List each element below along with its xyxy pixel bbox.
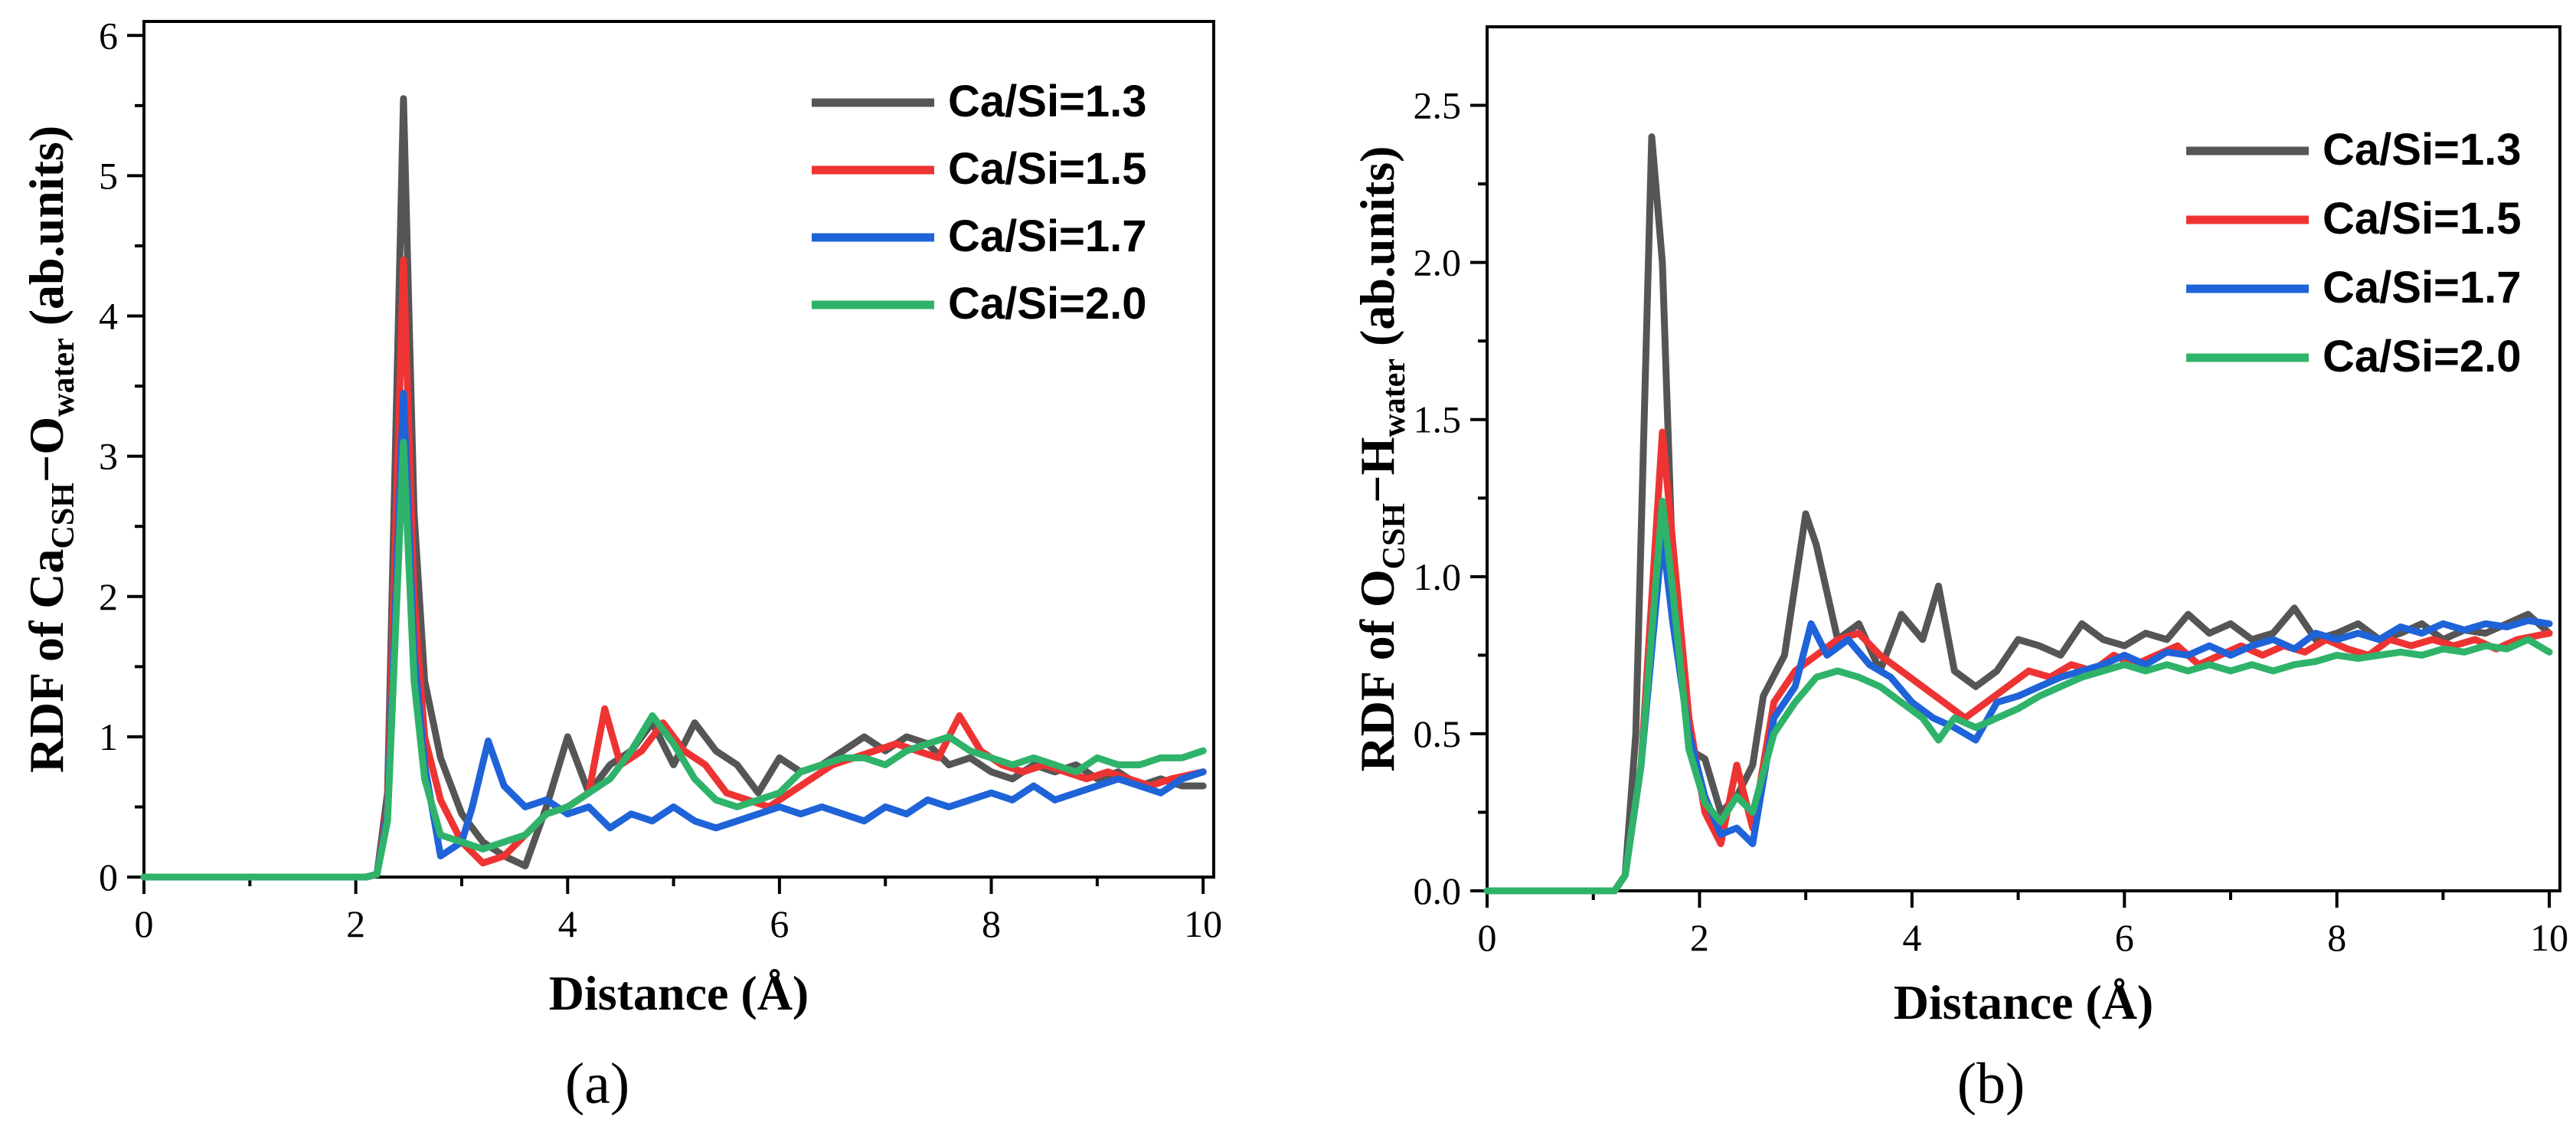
y-tick-label-a: 2 (99, 575, 118, 618)
y-axis-title-units-a: (ab.units) (19, 126, 74, 338)
legend-label-b: Ca/Si=1.7 (2323, 263, 2522, 313)
y-tick-label-b: 1.5 (1414, 398, 1462, 441)
plot-frame-a (142, 20, 1215, 879)
series-line-b-3 (1483, 497, 2553, 895)
series-line-a-3 (140, 438, 1207, 881)
panel-a-chart: 0 2 4 6 8 10 0 1 2 3 4 5 6 Ca/Si=1.3 Ca/Si=1.5 Ca/Si=1.… (19, 14, 1222, 1116)
y-tick-label-a: 0 (99, 856, 118, 899)
x-axis-title-b: Distance (Å) (1894, 975, 2153, 1029)
x-tick-label-a: 6 (770, 902, 789, 945)
y-tick-label-b: 2.5 (1414, 84, 1462, 127)
panel-b-chart: 0 2 4 6 8 10 0.0 0.5 1.0 1.5 2.0 2.5 Ca/Si=1.3 Ca/Si=… (1350, 25, 2568, 1116)
x-tick-label-a: 10 (1184, 902, 1222, 945)
x-tick-label-a: 2 (346, 902, 365, 945)
panel-label-b: (b) (1957, 1052, 2025, 1116)
y-tick-label-b: 2.0 (1414, 241, 1462, 284)
y-axis-title-subscript-a: CSH (46, 483, 81, 548)
x-tick-label-b: 6 (2115, 916, 2134, 959)
series-line-b-1 (1483, 428, 2553, 895)
panel-label-a: (a) (565, 1052, 629, 1116)
y-tick-label-b: 0.5 (1414, 712, 1462, 755)
x-tick-label-b: 2 (1690, 916, 1709, 959)
y-axis-title-units-b: (ab.units) (1350, 146, 1404, 358)
y-tick-label-b: 1.0 (1414, 555, 1462, 598)
y-tick-label-a: 4 (99, 295, 118, 338)
y-axis-title-b: RDF of OCSH−Hwater (ab.units) (1350, 146, 1412, 772)
legend-label-a: Ca/Si=1.3 (948, 77, 1147, 126)
legend-label-a: Ca/Si=1.5 (948, 144, 1147, 194)
series-line-b-2 (1483, 532, 2553, 895)
series-line-b-0 (1483, 133, 2553, 895)
series-line-a-2 (140, 389, 1207, 881)
y-axis-title-subscript-a: water (46, 338, 81, 417)
y-tick-label-a: 6 (99, 14, 118, 57)
x-tick-label-b: 10 (2530, 916, 2568, 959)
y-tick-label-a: 5 (99, 154, 118, 197)
x-tick-label-b: 0 (1478, 916, 1497, 959)
x-tick-label-b: 4 (1902, 916, 1921, 959)
plot-frame-b (1486, 25, 2561, 892)
y-axis-title-subscript-b: CSH (1377, 503, 1412, 569)
series-line-a-1 (140, 256, 1207, 881)
y-axis-title-a: RDF of CaCSH−Owater (ab.units) (19, 126, 81, 773)
x-tick-label-a: 4 (558, 902, 577, 945)
y-axis-title-middle-b: −H (1350, 437, 1404, 503)
legend-label-b: Ca/Si=2.0 (2323, 332, 2522, 381)
legend-label-a: Ca/Si=2.0 (948, 279, 1147, 329)
x-tick-label-a: 0 (135, 902, 154, 945)
y-axis-title-main-b: RDF of O (1350, 569, 1404, 771)
x-tick-label-b: 8 (2327, 916, 2346, 959)
y-tick-label-b: 0.0 (1414, 869, 1462, 912)
y-axis-title-middle-a: −O (19, 417, 74, 483)
y-tick-label-a: 3 (99, 435, 118, 478)
y-axis-title-main-a: RDF of Ca (19, 548, 74, 773)
y-axis-title-subscript-b: water (1377, 358, 1412, 437)
y-tick-label-a: 1 (99, 715, 118, 758)
x-axis-title-a: Distance (Å) (549, 966, 809, 1020)
legend-label-b: Ca/Si=1.5 (2323, 194, 2522, 244)
legend-label-a: Ca/Si=1.7 (948, 211, 1147, 261)
x-tick-label-a: 8 (982, 902, 1001, 945)
legend-label-b: Ca/Si=1.3 (2323, 125, 2522, 175)
